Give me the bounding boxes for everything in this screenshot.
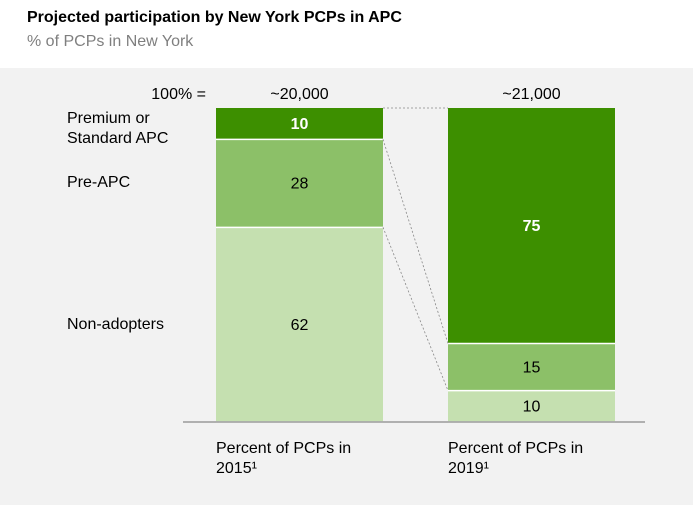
legend-label: Premium or Standard APC: [67, 110, 169, 147]
total-label: ~20,000: [270, 86, 329, 103]
connector: [382, 227, 449, 391]
data-label: 10: [291, 116, 309, 133]
data-label: 62: [291, 317, 309, 334]
legend-label: Non-adopters: [67, 315, 164, 333]
bar-segment: [216, 227, 383, 422]
bar-segment: [216, 108, 383, 140]
bar-segment: [448, 390, 615, 422]
chart-title: Projected participation by New York PCPs…: [27, 9, 402, 26]
bar-segment: [216, 139, 383, 228]
bar-segment: [448, 108, 615, 344]
total-label: ~21,000: [502, 86, 561, 103]
legend-label: Pre-APC: [67, 174, 131, 192]
chart-subtitle: % of PCPs in New York: [27, 33, 194, 50]
data-label: 15: [523, 359, 541, 376]
category-label: Percent of PCPs in 2019¹: [448, 440, 584, 477]
category-label: Percent of PCPs in 2015¹: [216, 440, 352, 477]
total-label-caption: 100% =: [151, 86, 206, 103]
data-label: 75: [523, 218, 541, 235]
data-label: 10: [523, 399, 541, 416]
connector: [382, 139, 449, 344]
data-label: 28: [291, 176, 309, 193]
bar-segment: [448, 343, 615, 391]
